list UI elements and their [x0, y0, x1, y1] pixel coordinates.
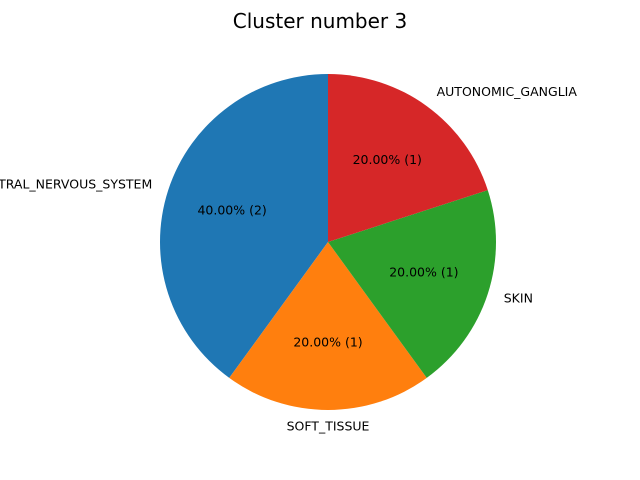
slice-label-0: CENTRAL_NERVOUS_SYSTEM: [0, 176, 152, 191]
pie-slice-3: [328, 74, 488, 242]
slice-label-1: SOFT_TISSUE: [287, 418, 370, 433]
pie-slices: [159, 74, 496, 410]
pie-labels: CENTRAL_NERVOUS_SYSTEM 40.00% (2) SOFT_TIS…: [0, 84, 577, 433]
slice-percent-label-0: 40.00% (2): [197, 202, 266, 217]
pie-slice-0: [159, 74, 328, 378]
pie-slice-2: [328, 190, 496, 378]
slice-label-2: SKIN: [504, 291, 533, 306]
slice-percent-label-3: 20.00% (1): [353, 152, 422, 167]
slice-percent-label-2: 20.00% (1): [389, 265, 458, 280]
pie-slice-1: [229, 242, 427, 410]
slice-percent-label-1: 20.00% (1): [293, 334, 362, 349]
slice-label-3: AUTONOMIC_GANGLIA: [437, 84, 578, 99]
chart-title: Cluster number 3: [233, 9, 407, 33]
